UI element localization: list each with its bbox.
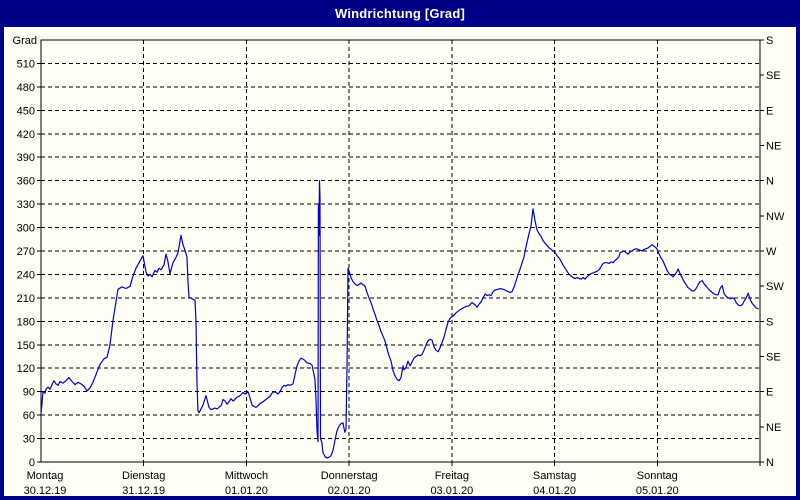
y-tick-label: 30	[23, 434, 35, 446]
day-label: Samstag	[533, 470, 576, 482]
compass-label: E	[766, 105, 773, 117]
y-tick-label: 60	[23, 410, 35, 422]
date-label: 02.01.20	[328, 485, 371, 496]
date-label: 31.12.19	[122, 485, 165, 496]
day-label: Sonntag	[637, 470, 678, 482]
compass-label: N	[766, 176, 774, 188]
y-tick-label: 420	[17, 129, 35, 141]
y-tick-label: 150	[17, 340, 35, 352]
date-label: 30.12.19	[24, 485, 67, 496]
day-label: Mittwoch	[225, 470, 268, 482]
y-tick-label: 390	[17, 152, 35, 164]
window-titlebar: Windrichtung [Grad]	[0, 0, 800, 27]
y-tick-label: 270	[17, 246, 35, 258]
y-tick-label: 450	[17, 105, 35, 117]
day-label: Dienstag	[122, 470, 165, 482]
y-tick-label: 180	[17, 316, 35, 328]
wind-direction-line	[40, 180, 759, 459]
y-tick-label: 90	[23, 387, 35, 399]
compass-label: E	[766, 387, 773, 399]
compass-label: SW	[766, 281, 784, 293]
date-label: 04.01.20	[533, 485, 576, 496]
compass-label: N	[766, 457, 774, 469]
y-tick-label: 330	[17, 199, 35, 211]
y-tick-label: 510	[17, 58, 35, 70]
compass-label: NE	[766, 422, 781, 434]
wind-direction-chart: 0 30 60 90 120 150 180 210 240 270 300 330 360 390 420…	[13, 35, 785, 496]
compass-label: NW	[766, 211, 785, 223]
date-label: 03.01.20	[430, 485, 473, 496]
y-tick-label: 240	[17, 269, 35, 281]
compass-label: S	[766, 316, 773, 328]
compass-label: NE	[766, 141, 781, 153]
compass-label: SE	[766, 70, 781, 82]
y-tick-label: 360	[17, 176, 35, 188]
day-label: Donnerstag	[321, 470, 378, 482]
y-tick-label: 480	[17, 82, 35, 94]
chart-panel: 0 30 60 90 120 150 180 210 240 270 300 330 360 390 420…	[4, 27, 796, 496]
y-tick-label: 210	[17, 293, 35, 305]
window-title: Windrichtung [Grad]	[334, 6, 466, 21]
day-label: Montag	[27, 470, 64, 482]
compass-label: W	[766, 246, 777, 258]
y-tick-label: 120	[17, 363, 35, 375]
compass-label: SE	[766, 352, 781, 364]
y-tick-label: 300	[17, 223, 35, 235]
compass-label: S	[766, 35, 773, 47]
day-label: Freitag	[435, 470, 469, 482]
date-label: 01.01.20	[225, 485, 268, 496]
date-label: 05.01.20	[636, 485, 679, 496]
y-tick-label: 0	[29, 457, 35, 469]
y-axis-unit-label: Grad	[13, 35, 37, 47]
